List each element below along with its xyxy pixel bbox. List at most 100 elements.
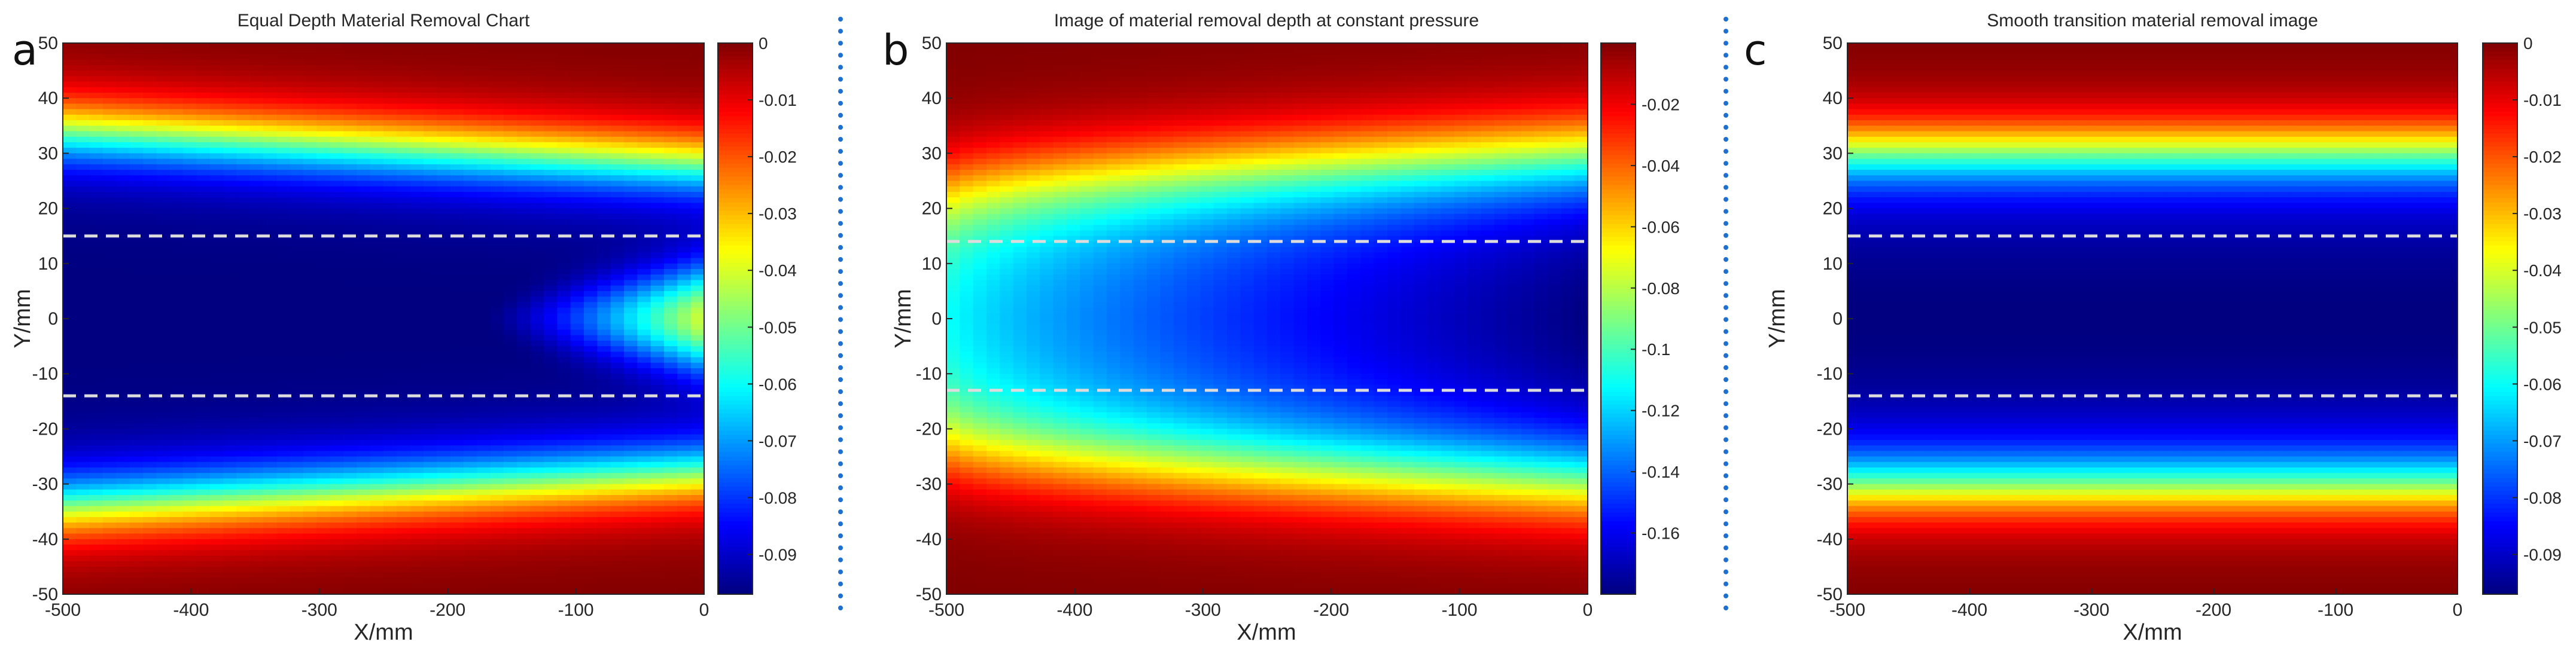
heatmap-cell [690, 561, 705, 567]
heatmap-cell [597, 319, 611, 325]
colorbar-segment [718, 331, 753, 337]
heatmap-cell [63, 48, 77, 55]
heatmap-cell [437, 43, 451, 50]
heatmap-cell [584, 136, 598, 143]
heatmap-cell [437, 186, 451, 192]
heatmap-cell [89, 225, 103, 231]
heatmap-cell [530, 566, 544, 573]
heatmap-cell [624, 65, 638, 71]
heatmap-cell [637, 126, 651, 132]
colorbar-segment [718, 340, 753, 346]
heatmap-cell [610, 533, 625, 540]
heatmap-cell [116, 566, 130, 573]
heatmap-cell [584, 456, 598, 463]
heatmap-cell [156, 191, 170, 198]
heatmap-cell [276, 241, 291, 247]
heatmap-cell [263, 517, 278, 523]
heatmap-cell [343, 473, 358, 479]
heatmap-cell [383, 439, 398, 446]
heatmap-cell [477, 434, 491, 441]
heatmap-cell [209, 81, 224, 88]
heatmap-cell [624, 109, 638, 115]
heatmap-cell [290, 269, 304, 276]
heatmap-cell [490, 539, 504, 545]
heatmap-cell [450, 500, 464, 507]
heatmap-cell [677, 247, 692, 253]
heatmap-cell [477, 368, 491, 374]
heatmap-cell [209, 302, 224, 308]
heatmap-cell [450, 269, 464, 276]
heatmap-cell [477, 545, 491, 551]
heatmap-cell [517, 313, 531, 319]
heatmap-cell [116, 489, 130, 496]
heatmap-cell [570, 329, 584, 336]
heatmap-cell [343, 170, 358, 176]
heatmap-cell [557, 48, 571, 55]
heatmap-cell [544, 114, 558, 121]
heatmap-cell [290, 522, 304, 529]
heatmap-cell [76, 429, 90, 435]
heatmap-cell [156, 335, 170, 341]
heatmap-cell [209, 511, 224, 518]
heatmap-cell [316, 456, 331, 463]
heatmap-cell [530, 528, 544, 534]
heatmap-cell [397, 346, 411, 353]
heatmap-cell [690, 412, 705, 418]
heatmap-cell [236, 390, 251, 396]
heatmap-cell [397, 136, 411, 143]
heatmap-cell [397, 87, 411, 93]
heatmap-cell [236, 484, 251, 490]
heatmap-cell [316, 252, 331, 259]
heatmap-cell [169, 577, 184, 584]
heatmap-cell [437, 495, 451, 502]
heatmap-cell [477, 533, 491, 540]
heatmap-cell [397, 258, 411, 264]
heatmap-cell [397, 423, 411, 430]
heatmap-cell [570, 555, 584, 562]
heatmap-cell [624, 241, 638, 247]
heatmap-cell [89, 417, 103, 424]
heatmap-cell [263, 374, 278, 380]
heatmap-cell [129, 269, 144, 276]
heatmap-cell [410, 142, 424, 148]
heatmap-cell [610, 456, 625, 463]
heatmap-cell [637, 368, 651, 374]
heatmap-cell [383, 136, 398, 143]
heatmap-cell [263, 274, 278, 281]
heatmap-cell [397, 495, 411, 502]
heatmap-cell [263, 401, 278, 408]
heatmap-cell [316, 390, 331, 396]
heatmap-cell [370, 92, 384, 99]
heatmap-cell [557, 313, 571, 319]
heatmap-cell [570, 379, 584, 386]
heatmap-cell [610, 225, 625, 231]
heatmap-cell [303, 319, 318, 325]
heatmap-cell [410, 528, 424, 534]
heatmap-cell [477, 456, 491, 463]
heatmap-cell [330, 506, 344, 512]
heatmap-cell [517, 274, 531, 281]
heatmap-cell [624, 148, 638, 154]
heatmap-cell [477, 462, 491, 468]
heatmap-cell [143, 302, 157, 308]
heatmap-cell [477, 374, 491, 380]
heatmap-cell [557, 181, 571, 187]
heatmap-cell [624, 136, 638, 143]
heatmap-cell [343, 545, 358, 551]
heatmap-cell [156, 390, 170, 396]
heatmap-cell [677, 329, 692, 336]
heatmap-cell [597, 423, 611, 430]
heatmap-cell [343, 478, 358, 485]
heatmap-cell [490, 131, 504, 137]
heatmap-cell [424, 302, 438, 308]
heatmap-cell [116, 236, 130, 242]
heatmap-cell [504, 191, 518, 198]
heatmap-cell [223, 109, 237, 115]
heatmap-cell [156, 126, 170, 132]
heatmap-cell [343, 297, 358, 303]
heatmap-cell [196, 484, 211, 490]
heatmap-cell [557, 550, 571, 557]
heatmap-cell [316, 114, 331, 121]
heatmap-cell [597, 191, 611, 198]
heatmap-cell [624, 164, 638, 170]
